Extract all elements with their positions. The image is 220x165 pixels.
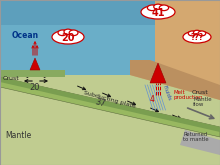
Ellipse shape bbox=[141, 5, 175, 19]
Polygon shape bbox=[0, 77, 220, 137]
Text: 20: 20 bbox=[61, 33, 75, 43]
Ellipse shape bbox=[69, 30, 78, 36]
Ellipse shape bbox=[52, 30, 84, 44]
Text: 41: 41 bbox=[151, 8, 165, 18]
Text: Crust: Crust bbox=[3, 77, 20, 82]
Text: Mantle: Mantle bbox=[5, 131, 31, 139]
Ellipse shape bbox=[159, 5, 169, 11]
Text: Mantle
flow: Mantle flow bbox=[193, 97, 212, 107]
Ellipse shape bbox=[183, 31, 211, 43]
Text: ???: ??? bbox=[191, 33, 204, 43]
Polygon shape bbox=[130, 60, 220, 100]
Polygon shape bbox=[30, 58, 40, 70]
Ellipse shape bbox=[154, 4, 162, 9]
Text: 37: 37 bbox=[94, 97, 106, 109]
Text: 4: 4 bbox=[150, 96, 154, 104]
Ellipse shape bbox=[58, 30, 67, 36]
Ellipse shape bbox=[188, 31, 196, 36]
Polygon shape bbox=[0, 77, 220, 132]
Text: Returned
to mantle: Returned to mantle bbox=[183, 132, 209, 142]
Polygon shape bbox=[150, 63, 166, 83]
Ellipse shape bbox=[198, 31, 206, 36]
Polygon shape bbox=[180, 130, 220, 155]
Polygon shape bbox=[0, 0, 155, 25]
Text: 20: 20 bbox=[30, 82, 40, 92]
Polygon shape bbox=[130, 0, 220, 100]
Ellipse shape bbox=[147, 5, 157, 11]
Ellipse shape bbox=[194, 30, 200, 35]
Text: Fluids: Fluids bbox=[162, 85, 172, 101]
Ellipse shape bbox=[64, 29, 72, 34]
Polygon shape bbox=[0, 0, 155, 75]
Text: Ocean: Ocean bbox=[12, 31, 39, 39]
Text: Subducting plate: Subducting plate bbox=[83, 91, 137, 109]
Polygon shape bbox=[0, 70, 65, 77]
Text: Melt
production: Melt production bbox=[174, 90, 204, 100]
Text: Crust: Crust bbox=[192, 89, 209, 95]
